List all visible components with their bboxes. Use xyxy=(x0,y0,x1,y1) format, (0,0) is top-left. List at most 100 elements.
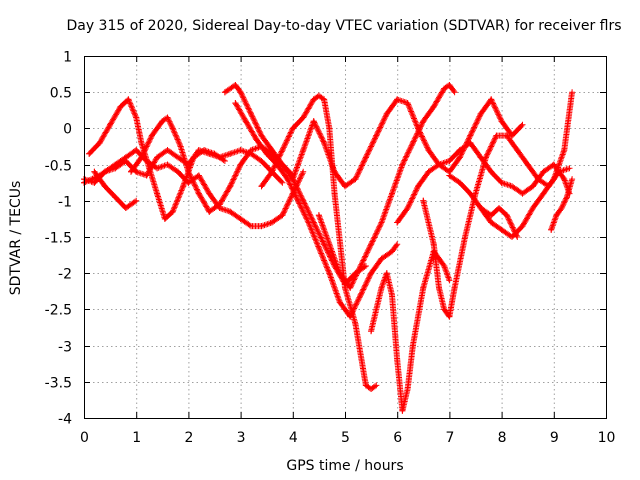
data-point-trail xyxy=(389,163,405,197)
y-tick-label: -0.5 xyxy=(45,159,72,175)
data-point xyxy=(143,172,150,179)
data-point-trail xyxy=(321,96,333,130)
y-tick-label: -3.5 xyxy=(45,376,72,392)
y-tick-label: -3 xyxy=(58,340,72,356)
data-point xyxy=(161,215,168,222)
series-arc-15 xyxy=(477,205,521,240)
data-point xyxy=(488,219,495,226)
data-point xyxy=(154,154,161,161)
data-point xyxy=(258,223,265,230)
data-point xyxy=(268,219,275,226)
data-point xyxy=(472,190,479,197)
data-point xyxy=(237,215,244,222)
data-point xyxy=(164,161,171,168)
data-point xyxy=(409,139,416,146)
data-point xyxy=(357,263,364,269)
series-arc-11 xyxy=(368,248,453,414)
data-point xyxy=(535,176,542,183)
data-point xyxy=(503,132,510,139)
data-point xyxy=(326,270,333,277)
data-point xyxy=(569,176,576,183)
data-point xyxy=(441,263,448,269)
data-point xyxy=(326,125,333,132)
data-point xyxy=(550,161,557,168)
data-point xyxy=(138,139,145,146)
data-point xyxy=(185,168,192,175)
data-point xyxy=(253,136,260,143)
data-point xyxy=(310,219,317,226)
tick-labels-layer: 0 1 2 3 4 5 6 7 8 9 10 1 0.5 0 -0.5 -1 -1.5 -2 -2.5 -3 -3.5 -… xyxy=(45,50,616,447)
data-point xyxy=(206,150,213,157)
data-point xyxy=(342,183,348,190)
data-point-trail xyxy=(451,235,468,291)
series-arc-10 xyxy=(315,82,458,291)
data-point xyxy=(456,147,463,154)
data-point xyxy=(154,190,161,197)
data-point xyxy=(227,208,234,215)
data-point xyxy=(378,255,385,262)
data-point xyxy=(430,103,437,110)
data-point xyxy=(195,172,202,179)
data-point xyxy=(180,183,187,190)
data-point xyxy=(138,154,145,161)
series-arc-16 xyxy=(548,176,576,233)
data-point xyxy=(221,158,228,164)
data-point xyxy=(404,386,411,392)
data-point xyxy=(268,147,275,154)
data-point xyxy=(378,284,385,291)
data-point xyxy=(477,205,484,211)
data-point xyxy=(279,179,286,186)
data-point xyxy=(529,183,536,190)
data-point xyxy=(221,89,228,96)
data-point xyxy=(362,382,369,389)
data-point xyxy=(498,226,505,233)
data-point xyxy=(404,100,411,107)
data-point xyxy=(462,234,469,240)
data-point-trail xyxy=(378,192,395,226)
x-tick-label: 9 xyxy=(550,430,559,446)
data-point xyxy=(300,114,307,121)
data-point xyxy=(394,219,401,226)
x-tick-label: 2 xyxy=(184,430,193,446)
data-point xyxy=(488,96,495,103)
data-point xyxy=(227,183,234,190)
data-point xyxy=(436,161,442,168)
data-point xyxy=(331,190,338,197)
data-point xyxy=(112,194,119,201)
data-point xyxy=(122,205,129,211)
data-point-trail xyxy=(420,197,437,246)
data-point-trail xyxy=(472,155,489,197)
data-point xyxy=(368,241,375,248)
data-point-trail xyxy=(404,344,416,392)
data-point xyxy=(289,176,296,183)
data-point xyxy=(336,270,343,277)
y-tick-label: 0.5 xyxy=(50,86,72,102)
data-point xyxy=(383,270,390,277)
data-point xyxy=(300,147,307,154)
data-point xyxy=(159,118,166,125)
data-point xyxy=(373,382,380,389)
data-point xyxy=(96,139,103,146)
data-point xyxy=(169,208,176,215)
data-point xyxy=(467,190,474,197)
data-point xyxy=(164,147,171,154)
data-point xyxy=(493,132,500,139)
data-point xyxy=(248,147,254,154)
data-point xyxy=(509,132,515,139)
data-point xyxy=(378,219,385,226)
data-point xyxy=(206,190,213,197)
data-point xyxy=(569,89,576,96)
data-point xyxy=(91,179,98,186)
data-point-trail xyxy=(561,90,575,154)
data-point-trail xyxy=(133,114,145,145)
data-point xyxy=(357,291,364,298)
data-point xyxy=(300,197,307,204)
data-point xyxy=(258,183,265,190)
data-point xyxy=(237,89,244,96)
data-point xyxy=(315,244,322,251)
data-point xyxy=(268,168,275,175)
x-tick-label: 5 xyxy=(341,430,350,446)
chart-title: Day 315 of 2020, Sidereal Day-to-day VTE… xyxy=(66,18,621,34)
data-point xyxy=(300,168,307,175)
data-point xyxy=(394,241,401,248)
